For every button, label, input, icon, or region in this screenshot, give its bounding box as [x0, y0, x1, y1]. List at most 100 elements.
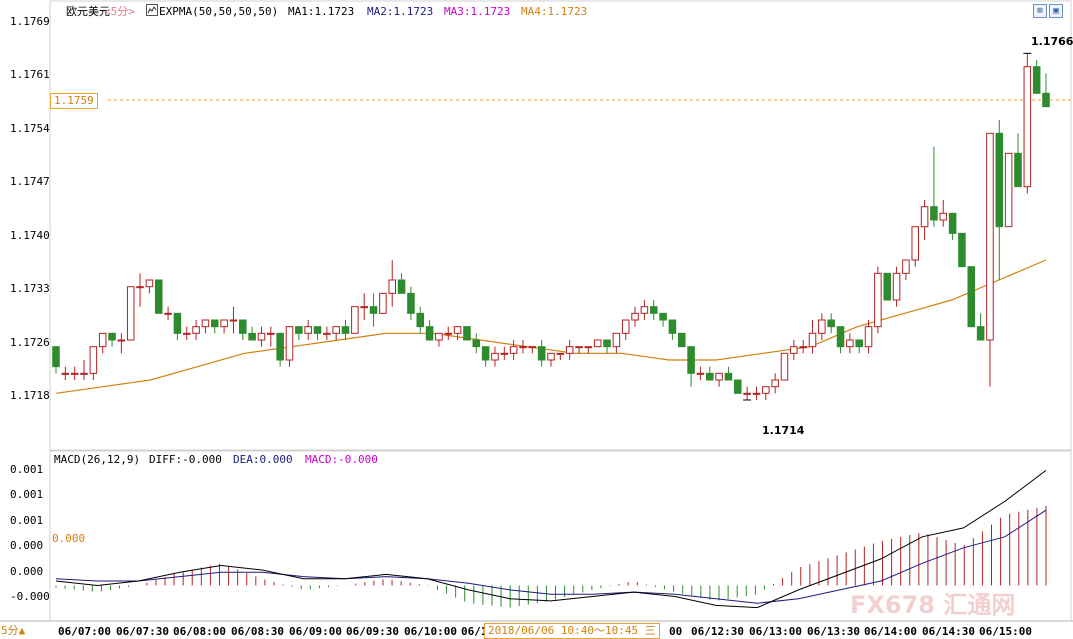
candle-body — [986, 132, 994, 341]
candle-body — [939, 212, 948, 221]
candle-body — [509, 346, 518, 354]
macd-tick: 0.001 — [10, 463, 44, 476]
candle-body — [752, 392, 761, 395]
candle-body — [808, 332, 817, 348]
indicator-icon[interactable] — [146, 4, 158, 16]
ma4-label: MA4:1.1723 — [521, 5, 588, 18]
candle-body — [192, 326, 200, 334]
candle-body — [108, 332, 116, 341]
candle-body — [117, 339, 126, 342]
candle-body — [920, 206, 929, 228]
candle-body — [154, 279, 163, 314]
candle-body — [70, 372, 79, 375]
low-annotation: 1.1714 — [762, 424, 805, 437]
candle-body — [267, 332, 275, 335]
macd-title: MACD(26,12,9) — [54, 453, 141, 466]
candle-body — [416, 312, 425, 328]
candle-body — [285, 326, 294, 361]
candle-body — [220, 319, 228, 328]
candle-body — [89, 346, 98, 374]
candle-body — [855, 339, 863, 348]
candle-body — [537, 346, 546, 361]
candle-body — [743, 392, 751, 395]
diff-line — [55, 470, 1047, 609]
macd-zero-label: 0.000 — [52, 532, 86, 545]
candle-body — [472, 339, 481, 348]
candle-body — [995, 132, 1004, 228]
candle-body — [547, 352, 555, 361]
macd-diff-label: DIFF:-0.000 — [149, 453, 222, 466]
candle-body — [351, 306, 359, 334]
candle-body — [790, 346, 798, 354]
candle-body — [706, 372, 714, 381]
period-button[interactable]: 5分▲ — [1, 624, 25, 638]
price-tick: 1.1726 — [10, 336, 50, 349]
candle-body — [313, 326, 322, 334]
candle-body — [668, 319, 677, 334]
macd-tick: 0.000 — [10, 539, 44, 552]
candle-body — [481, 346, 490, 361]
candle-body — [603, 339, 611, 348]
indicator-chart-icon — [147, 6, 157, 14]
candle-body — [239, 319, 247, 334]
restore-window-icon[interactable]: ⊞ — [1033, 4, 1047, 18]
candle-body — [612, 332, 621, 348]
candle-body — [696, 372, 705, 375]
candle-body — [771, 379, 779, 388]
caret-up-icon: ▲ — [18, 624, 26, 637]
candle-body — [846, 339, 854, 348]
time-tick: 06/15:00 — [979, 625, 1032, 638]
candle-body — [1023, 66, 1032, 188]
candle-body — [818, 319, 826, 334]
candle-body — [976, 326, 985, 341]
watermark: FX678 汇通网 — [850, 591, 1016, 619]
candle-body — [631, 312, 639, 321]
period-label[interactable]: <5分> — [104, 5, 135, 18]
time-tick: 06/09:30 — [346, 625, 399, 638]
current-price-box: 1.1759 — [50, 93, 98, 109]
time-tick: 06/08:00 — [173, 625, 226, 638]
candle-body — [799, 346, 807, 349]
candle-body — [827, 319, 835, 328]
candle-body — [762, 386, 770, 394]
candle-body — [211, 319, 219, 328]
time-tick: 06/10:00 — [404, 625, 457, 638]
candle-body — [677, 332, 686, 348]
candle-body — [444, 332, 453, 335]
candle-body — [911, 226, 920, 261]
macd-tick: 0.000 — [10, 565, 44, 578]
price-tick: 1.1733 — [10, 282, 50, 295]
candle-body — [874, 272, 882, 328]
candle-body — [173, 312, 182, 334]
macd-dea-label: DEA:0.000 — [233, 453, 293, 466]
candle-body — [528, 346, 537, 349]
macd-tick: 0.001 — [10, 488, 44, 501]
dea-line — [55, 509, 1047, 604]
candle-body — [491, 352, 499, 361]
time-tick: 06/09:00 — [289, 625, 342, 638]
candle-body — [98, 332, 107, 348]
candle-body — [257, 332, 266, 341]
candle-body — [388, 279, 396, 294]
candle-body — [892, 272, 901, 301]
date-tooltip: 2018/06/06 10:40～10:45 三 — [484, 623, 660, 639]
candle-body — [276, 332, 284, 361]
candle-body — [930, 206, 938, 221]
candle-body — [341, 326, 350, 334]
candle-body — [715, 372, 723, 381]
candle-body — [182, 332, 191, 335]
candle-body — [883, 272, 891, 301]
candle-body — [164, 312, 172, 315]
candle-body — [136, 286, 144, 289]
candle-body — [435, 332, 443, 341]
time-tick: 06/08:30 — [231, 625, 284, 638]
maximize-window-icon[interactable]: ▣ — [1049, 4, 1063, 18]
candle-body — [52, 346, 60, 368]
candle-body — [864, 326, 873, 348]
price-tick: 1.1769 — [10, 15, 50, 28]
candle-body — [659, 312, 667, 321]
candle-body — [902, 259, 910, 274]
candle-body — [724, 372, 733, 381]
time-tick: 06/07:30 — [116, 625, 169, 638]
candle-body — [407, 292, 415, 314]
